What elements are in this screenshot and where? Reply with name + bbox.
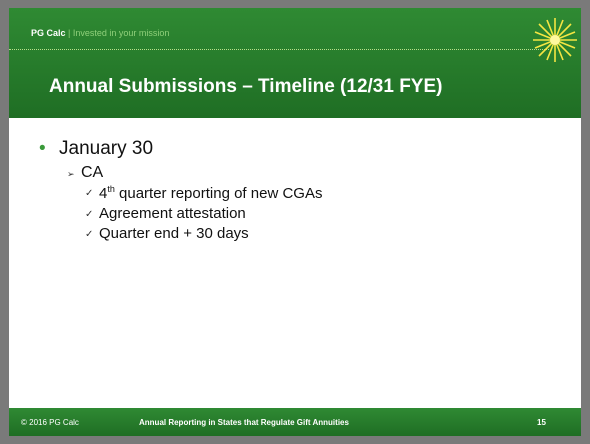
content: January 30 CA 4th quarter reporting of n…: [39, 138, 323, 245]
page-number: 15: [537, 418, 546, 427]
tagline: Invested in your mission: [72, 28, 170, 38]
separator: |: [68, 28, 71, 38]
sub-bullet: CA: [67, 164, 322, 182]
slide-title: Annual Submissions – Timeline (12/31 FYE…: [49, 76, 443, 97]
brand: PG Calc: [31, 28, 66, 38]
item-prefix: 4: [99, 185, 108, 202]
header: PG Calc | Invested in your mission Annua…: [9, 8, 581, 118]
footer-title: Annual Reporting in States that Regulate…: [139, 418, 349, 427]
bullet: January 30: [39, 138, 322, 160]
item-rest: quarter reporting of new CGAs: [114, 185, 323, 202]
footer: © 2016 PG Calc Annual Reporting in State…: [9, 408, 581, 436]
item-sup: th: [107, 184, 115, 194]
brand-line: PG Calc | Invested in your mission: [31, 28, 169, 38]
item: 4th quarter reporting of new CGAs: [85, 184, 323, 202]
copyright: © 2016 PG Calc: [21, 418, 79, 427]
item: Agreement attestation: [85, 205, 322, 222]
item: Quarter end + 30 days: [85, 225, 322, 242]
starburst: [533, 18, 577, 62]
dotted-rule: [9, 49, 549, 50]
slide: PG Calc | Invested in your mission Annua…: [9, 8, 581, 436]
